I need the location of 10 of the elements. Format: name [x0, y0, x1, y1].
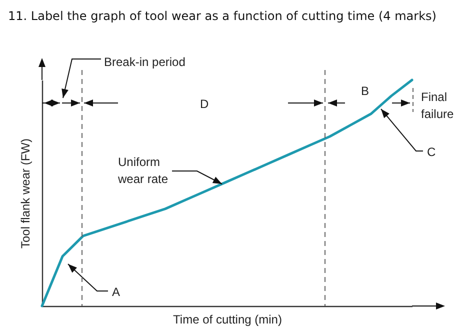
text: Final failure: [421, 90, 454, 121]
annotation: Uniform wear rate: [117, 155, 168, 186]
x-axis-title: Time of cutting (min): [173, 312, 282, 326]
chart-title: 11. Label the graph of tool wear as a function of cutting time (4 marks): [8, 8, 436, 23]
y-axis-title: Tool flank wear (FW): [18, 138, 32, 249]
annotation: B: [361, 84, 370, 98]
text: C: [427, 145, 436, 159]
annotation: A: [112, 285, 120, 299]
text: Break-in period: [104, 55, 186, 69]
annotation: D: [200, 97, 209, 111]
